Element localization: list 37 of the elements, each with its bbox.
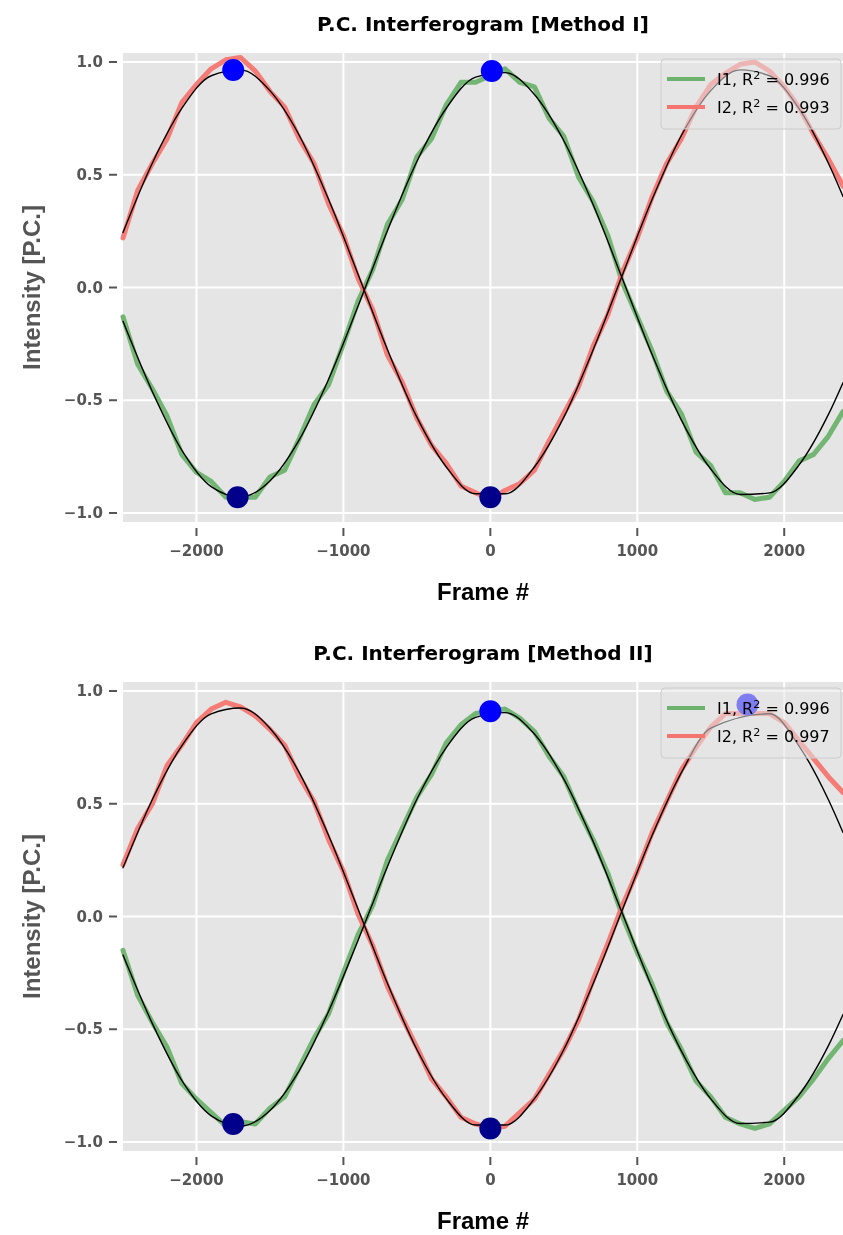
x-tick-label: 2000 [763, 542, 806, 560]
y-tick-label: −0.5 [63, 391, 103, 410]
y-tick-label: −1.0 [63, 503, 103, 522]
x-tick-label: 2000 [763, 1171, 806, 1189]
y-tick-label: 0.5 [76, 794, 103, 813]
chart-title: P.C. Interferogram [Method I] [317, 12, 649, 36]
chart-title: P.C. Interferogram [Method II] [313, 641, 653, 665]
legend-label: I1, R$^{2}$ = 0.996 [717, 697, 830, 718]
legend-label: I2, R$^{2}$ = 0.997 [717, 725, 830, 746]
point [222, 1112, 245, 1135]
y-tick-label: −1.0 [63, 1132, 103, 1151]
x-tick-label: 1000 [616, 542, 659, 560]
point [479, 486, 502, 509]
point [479, 700, 502, 723]
x-axis-title: Frame # [436, 578, 530, 605]
y-tick-label: 1.0 [76, 53, 103, 72]
y-tick-label: 0.0 [76, 907, 103, 926]
y-tick-label: 0.0 [76, 278, 103, 297]
x-tick-label: −1000 [316, 1171, 371, 1189]
legend-label: I1, R$^{2}$ = 0.996 [717, 68, 830, 89]
x-tick-label: 0 [485, 1171, 496, 1189]
x-tick-label: 1000 [616, 1171, 659, 1189]
y-tick-label: −0.5 [63, 1020, 103, 1039]
point [479, 1117, 502, 1140]
point [226, 486, 249, 509]
y-tick-label: 0.5 [76, 165, 103, 184]
x-tick-label: −2000 [169, 542, 224, 560]
y-axis-title: Intensity [P.C.] [18, 205, 45, 370]
x-tick-label: −1000 [316, 542, 371, 560]
y-tick-label: 1.0 [76, 682, 103, 701]
y-axis-title: Intensity [P.C.] [18, 834, 45, 999]
point [222, 58, 245, 81]
legend-label: I2, R$^{2}$ = 0.993 [717, 96, 830, 117]
point [480, 60, 503, 83]
x-tick-label: 0 [485, 542, 496, 560]
x-tick-label: −2000 [169, 1171, 224, 1189]
x-axis-title: Frame # [436, 1207, 530, 1234]
